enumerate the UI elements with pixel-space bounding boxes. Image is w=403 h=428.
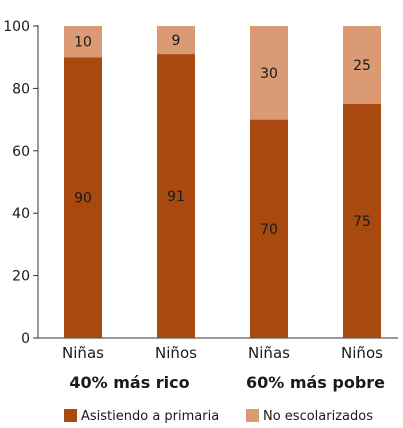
x-category-label: Niños	[341, 344, 383, 362]
y-tick-label: 100	[3, 19, 30, 35]
data-label: 75	[353, 214, 371, 230]
y-tick-label: 40	[12, 206, 30, 222]
data-label: 70	[260, 222, 278, 238]
bar-segment-no-escolarizados	[343, 26, 381, 104]
x-category-label: Niños	[155, 344, 197, 362]
bar-segment-asistiendo	[343, 104, 381, 338]
bar-segment-asistiendo	[157, 54, 195, 339]
group-label: 40% más rico	[69, 373, 189, 392]
data-label: 25	[353, 58, 371, 74]
data-label: 91	[167, 189, 185, 205]
group-label: 60% más pobre	[246, 373, 385, 392]
y-tick-label: 80	[12, 81, 30, 97]
bar-segment-no-escolarizados	[157, 26, 195, 55]
legend-label: No escolarizados	[263, 409, 373, 424]
bar-segment-no-escolarizados	[64, 26, 102, 58]
legend-swatch	[64, 409, 77, 422]
legend-swatch	[246, 409, 259, 422]
legend-label: Asistiendo a primaria	[81, 409, 219, 424]
y-tick-label: 60	[12, 144, 30, 160]
bar-segment-no-escolarizados	[250, 26, 288, 120]
data-label: 10	[74, 35, 92, 51]
bar-segment-asistiendo	[64, 57, 102, 338]
y-tick-label: 0	[21, 331, 30, 347]
data-label: 9	[172, 33, 181, 49]
bar-segment-asistiendo	[250, 119, 288, 338]
data-label: 90	[74, 191, 92, 207]
y-tick-label: 20	[12, 269, 30, 285]
x-category-label: Niñas	[248, 344, 290, 362]
data-label: 30	[260, 66, 278, 82]
x-category-label: Niñas	[62, 344, 104, 362]
